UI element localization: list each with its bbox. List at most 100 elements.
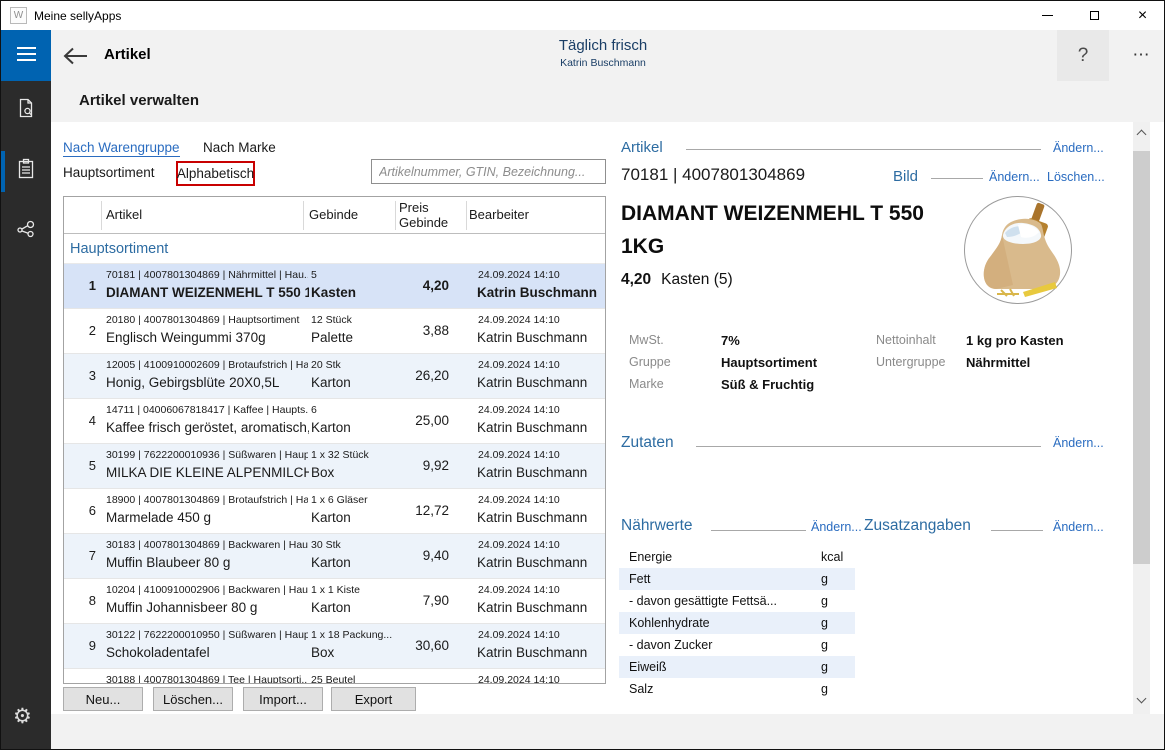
mwst-value: 7%	[721, 333, 740, 348]
product-image	[963, 195, 1073, 305]
document-search-icon	[14, 96, 38, 120]
article-table: Artikel Gebinde Preis Gebinde Bearbeiter…	[63, 196, 606, 684]
bild-aendern-link[interactable]: Ändern...	[989, 170, 1040, 184]
vertical-scrollbar[interactable]	[1133, 122, 1150, 714]
marke-value: Süß & Fruchtig	[721, 377, 814, 392]
marke-label: Marke	[629, 377, 664, 391]
sidebar-selected-indicator	[1, 151, 5, 192]
store-name: Täglich frisch	[423, 37, 783, 54]
detail-section-bild: Bild	[893, 168, 918, 185]
delete-button[interactable]: Löschen...	[153, 687, 233, 711]
row-unit-count: 5	[311, 269, 317, 281]
subheader: Artikel verwalten	[51, 81, 1165, 122]
article-name: DIAMANT WEIZENMEHL T 550 1KG	[621, 197, 953, 263]
nutrition-row: - davon gesättigte Fettsä... g	[619, 590, 855, 612]
gruppe-value: Hauptsortiment	[721, 355, 817, 370]
gruppe-label: Gruppe	[629, 355, 671, 369]
app-header: Artikel Täglich frisch Katrin Buschmann …	[1, 30, 1164, 81]
sidebar-item-articles[interactable]	[14, 157, 38, 181]
table-header: Artikel Gebinde Preis Gebinde Bearbeiter	[64, 197, 605, 234]
more-options-button[interactable]: ⋯	[1117, 30, 1165, 81]
nettoinhalt-value: 1 kg pro Kasten	[966, 333, 1064, 348]
divider	[991, 530, 1043, 531]
minimize-button[interactable]	[1024, 1, 1071, 30]
zusatzangaben-aendern-link[interactable]: Ändern...	[1053, 520, 1104, 534]
new-button[interactable]: Neu...	[63, 687, 143, 711]
table-row-10-partial[interactable]: 30188 | 4007801304869 | Tee | Hauptsorti…	[64, 669, 605, 684]
tab-alphabetisch-highlighted[interactable]: Alphabetisch	[176, 161, 255, 186]
nutrition-row: - davon Zucker g	[619, 634, 855, 656]
column-header-bearbeiter[interactable]: Bearbeiter	[469, 207, 529, 222]
tab-nach-warengruppe[interactable]: Nach Warengruppe	[63, 140, 180, 157]
article-price-line: 4,20Kasten (5)	[621, 271, 733, 289]
app-title: Meine sellyApps	[34, 9, 121, 23]
column-header-artikel[interactable]: Artikel	[106, 207, 142, 222]
search-input[interactable]	[371, 159, 606, 184]
account-info: Täglich frisch Katrin Buschmann	[423, 37, 783, 69]
table-row-4[interactable]: 4 14711 | 04006067818417 | Kaffee | Haup…	[64, 399, 605, 444]
divider	[711, 530, 806, 531]
close-button[interactable]: ×	[1119, 1, 1165, 30]
divider	[696, 446, 1041, 447]
sidebar-item-catalog-search[interactable]	[14, 96, 38, 120]
tab-nach-marke[interactable]: Nach Marke	[203, 140, 276, 155]
article-id: 70181 | 4007801304869	[621, 165, 805, 185]
nettoinhalt-label: Nettoinhalt	[876, 333, 936, 347]
scroll-up-icon[interactable]	[1137, 130, 1147, 140]
table-row-8[interactable]: 8 10204 | 4100910002906 | Backwaren | Ha…	[64, 579, 605, 624]
column-header-gebinde[interactable]: Gebinde	[309, 207, 358, 222]
column-header-preis-gebinde[interactable]: Preis Gebinde	[399, 200, 448, 230]
detail-section-artikel: Artikel	[621, 139, 663, 156]
row-name: DIAMANT WEIZENMEHL T 550 1...	[106, 285, 309, 300]
minimize-icon	[1042, 15, 1053, 16]
nutrition-table: Energie kcal Fett g - davon gesättigte F…	[619, 546, 855, 700]
page-title: Artikel	[104, 46, 151, 63]
back-button[interactable]	[61, 45, 89, 67]
nutrition-row: Eiweiß g	[619, 656, 855, 678]
mwst-label: MwSt.	[629, 333, 664, 347]
naehrwerte-aendern-link[interactable]: Ändern...	[811, 520, 862, 534]
artikel-aendern-link[interactable]: Ändern...	[1053, 141, 1104, 155]
nutrition-row: Salz g	[619, 678, 855, 700]
zutaten-aendern-link[interactable]: Ändern...	[1053, 436, 1104, 450]
nutrition-row: Energie kcal	[619, 546, 855, 568]
scrollbar-thumb[interactable]	[1133, 151, 1150, 564]
bottom-strip	[51, 714, 1165, 750]
row-index: 1	[64, 278, 96, 293]
export-button[interactable]: Export	[331, 687, 416, 711]
table-row-6[interactable]: 6 18900 | 4007801304869 | Brotaufstrich …	[64, 489, 605, 534]
nutrition-row: Kohlenhydrate g	[619, 612, 855, 634]
divider	[931, 178, 983, 179]
nutrition-row: Fett g	[619, 568, 855, 590]
divider	[686, 149, 1041, 150]
help-button[interactable]: ?	[1057, 30, 1109, 81]
untergruppe-label: Untergruppe	[876, 355, 946, 369]
maximize-button[interactable]	[1071, 1, 1118, 30]
clipboard-icon	[14, 157, 38, 181]
bild-loeschen-link[interactable]: Löschen...	[1047, 170, 1105, 184]
table-row-9[interactable]: 9 30122 | 7622200010950 | Süßwaren | Hau…	[64, 624, 605, 669]
section-heading: Artikel verwalten	[79, 92, 199, 109]
maximize-icon	[1090, 11, 1099, 20]
group-header[interactable]: Hauptsortiment	[64, 234, 605, 264]
scroll-down-icon[interactable]	[1137, 694, 1147, 704]
table-row-3[interactable]: 3 12005 | 4100910002609 | Brotaufstrich …	[64, 354, 605, 399]
table-row-7[interactable]: 7 30183 | 4007801304869 | Backwaren | Ha…	[64, 534, 605, 579]
settings-button[interactable]: ⚙	[13, 704, 32, 728]
table-row-2[interactable]: 2 20180 | 4007801304869 | Hauptsortiment…	[64, 309, 605, 354]
table-row-5[interactable]: 5 30199 | 7622200010936 | Süßwaren | Hau…	[64, 444, 605, 489]
row-unit: Kasten	[311, 285, 356, 300]
detail-section-zusatzangaben: Zusatzangaben	[864, 517, 971, 535]
row-editor: Katrin Buschmann	[477, 285, 597, 300]
detail-section-naehrwerte: Nährwerte	[621, 517, 693, 535]
sidebar-item-connections[interactable]	[14, 217, 38, 241]
hamburger-icon	[17, 47, 36, 49]
hamburger-menu-button[interactable]	[1, 30, 51, 81]
untergruppe-value: Nährmittel	[966, 355, 1030, 370]
row-date: 24.09.2024 14:10	[478, 269, 560, 281]
tab-hauptsortiment[interactable]: Hauptsortiment	[63, 165, 155, 180]
table-row-1-selected[interactable]: 1 70181 | 4007801304869 | Nährmittel | H…	[64, 264, 605, 309]
app-icon: W	[10, 7, 27, 24]
import-button[interactable]: Import...	[243, 687, 323, 711]
article-unit: Kasten (5)	[661, 271, 733, 288]
